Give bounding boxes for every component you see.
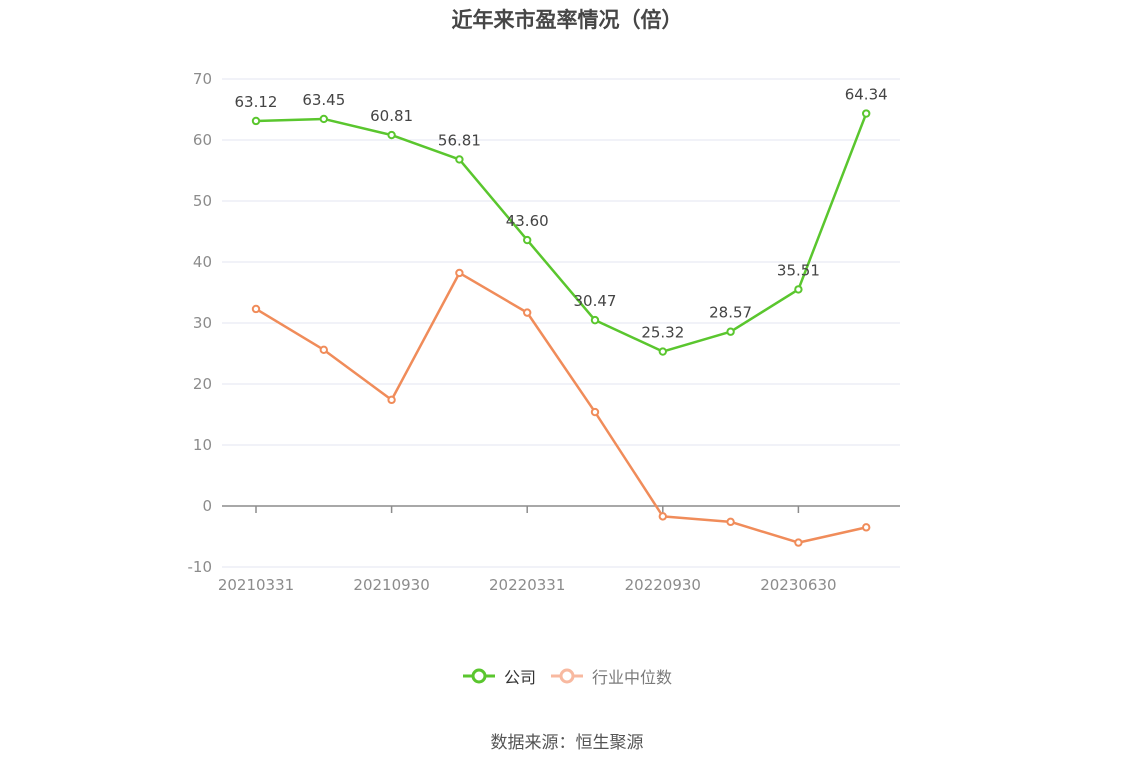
- data-point-company: [523, 235, 532, 245]
- axis-layer: -10 0 10 20 30 40 50 60 70 20210331 20210930 202203…: [188, 70, 900, 594]
- x-tick-label: 20210930: [353, 576, 429, 594]
- legend-line-marker-icon: [462, 668, 495, 684]
- x-tick-label: 20230630: [760, 576, 836, 594]
- y-tick-label: 70: [193, 70, 212, 88]
- y-tick-label: -10: [188, 558, 213, 576]
- legend-label-company: 公司: [503, 668, 536, 687]
- data-label: 35.51: [777, 261, 820, 279]
- series-line-company: [255, 113, 868, 353]
- data-point-company: [455, 155, 464, 164]
- grid-layer: [222, 78, 900, 568]
- data-point-industry-median: [590, 407, 600, 417]
- y-tick-label: 10: [193, 436, 212, 454]
- data-label: 56.81: [438, 131, 481, 149]
- data-point-company: [319, 114, 328, 124]
- data-point-company: [726, 327, 735, 336]
- data-label: 64.34: [845, 86, 888, 104]
- data-point-company: [590, 315, 600, 325]
- data-point-industry-median: [862, 523, 871, 532]
- data-label: 63.45: [302, 91, 345, 109]
- data-point-industry-median: [387, 395, 396, 405]
- data-point-company: [387, 130, 396, 140]
- data-point-company: [251, 116, 261, 126]
- data-point-industry-median: [455, 268, 464, 278]
- data-label: 60.81: [370, 107, 413, 125]
- series-layer: [251, 109, 871, 547]
- y-tick-label: 40: [193, 253, 212, 271]
- legend-item-company[interactable]: 公司: [462, 664, 536, 688]
- y-tick-label: 20: [193, 375, 212, 393]
- data-point-industry-median: [658, 512, 667, 521]
- data-point-industry-median: [726, 517, 735, 527]
- x-tick-label: 20220331: [489, 576, 565, 594]
- data-point-company: [862, 109, 871, 118]
- label-layer: 63.12 63.45 60.81 56.81 43.60 30.47 25.32 28.57…: [235, 86, 888, 342]
- y-tick-label: 50: [193, 192, 212, 210]
- data-point-company: [794, 285, 803, 294]
- legend-line-marker-icon: [551, 668, 583, 684]
- data-point-company: [658, 347, 667, 356]
- data-label: 25.32: [641, 324, 684, 342]
- data-label: 63.12: [235, 93, 278, 111]
- y-tick-label: 0: [202, 497, 212, 515]
- data-label: 43.60: [506, 212, 549, 230]
- x-tick-label: 20210331: [218, 576, 294, 594]
- legend-label-industry-median: 行业中位数: [592, 668, 673, 687]
- pe-ratio-line-chart: -10 0 10 20 30 40 50 60 70 20210331 20210930 202203…: [188, 70, 900, 594]
- y-tick-label: 30: [193, 314, 212, 332]
- data-label: 28.57: [709, 304, 752, 322]
- chart-title: 近年来市盈率情况（倍）: [451, 8, 683, 32]
- source-note: 数据来源：恒生聚源: [490, 733, 644, 753]
- data-point-industry-median: [251, 304, 261, 314]
- data-point-industry-median: [523, 308, 532, 317]
- data-point-industry-median: [319, 345, 328, 355]
- series-line-industry-median: [255, 271, 867, 544]
- y-tick-label: 60: [193, 131, 212, 149]
- data-point-industry-median: [794, 538, 803, 547]
- x-tick-label: 20220930: [625, 576, 701, 594]
- legend: 公司 行业中位数: [0, 664, 1134, 688]
- legend-item-industry-median[interactable]: 行业中位数: [550, 664, 672, 688]
- data-label: 30.47: [574, 292, 617, 310]
